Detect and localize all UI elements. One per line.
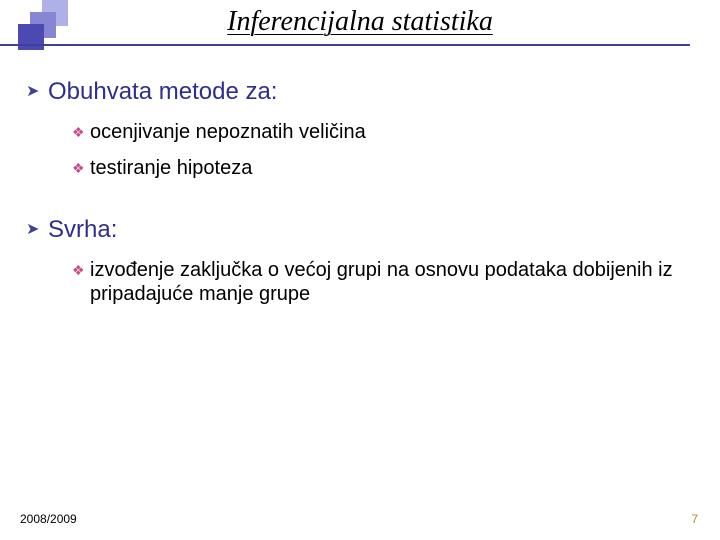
title-underline-rule	[0, 44, 690, 46]
diamond-icon: ❖	[72, 120, 90, 144]
bullet-l1: ➤ Svrha:	[26, 216, 690, 244]
page-number: 7	[691, 512, 698, 526]
bullet-l2: ❖ ocenjivanje nepoznatih veličina	[72, 120, 690, 144]
content-body: ➤ Obuhvata metode za: ❖ ocenjivanje nepo…	[26, 78, 690, 318]
bullet-l2-text: testiranje hipoteza	[90, 156, 252, 180]
diamond-icon: ❖	[72, 258, 90, 282]
arrow-icon: ➤	[26, 78, 48, 106]
footer-date: 2008/2009	[20, 512, 77, 526]
bullet-l2-text: izvođenje zaključka o većoj grupi na osn…	[90, 258, 690, 306]
arrow-icon: ➤	[26, 216, 48, 244]
bullet-l1-text: Svrha:	[48, 216, 117, 244]
bullet-l1-text: Obuhvata metode za:	[48, 78, 277, 106]
spacer	[26, 192, 690, 216]
bullet-l2: ❖ izvođenje zaključka o većoj grupi na o…	[72, 258, 690, 306]
slide: Inferencijalna statistika ➤ Obuhvata met…	[0, 0, 720, 540]
page-title: Inferencijalna statistika	[227, 6, 493, 38]
diamond-icon: ❖	[72, 156, 90, 180]
bullet-l2-text: ocenjivanje nepoznatih veličina	[90, 120, 366, 144]
title-container: Inferencijalna statistika	[0, 6, 720, 38]
header: Inferencijalna statistika	[0, 0, 720, 58]
bullet-l1: ➤ Obuhvata metode za:	[26, 78, 690, 106]
bullet-l2: ❖ testiranje hipoteza	[72, 156, 690, 180]
